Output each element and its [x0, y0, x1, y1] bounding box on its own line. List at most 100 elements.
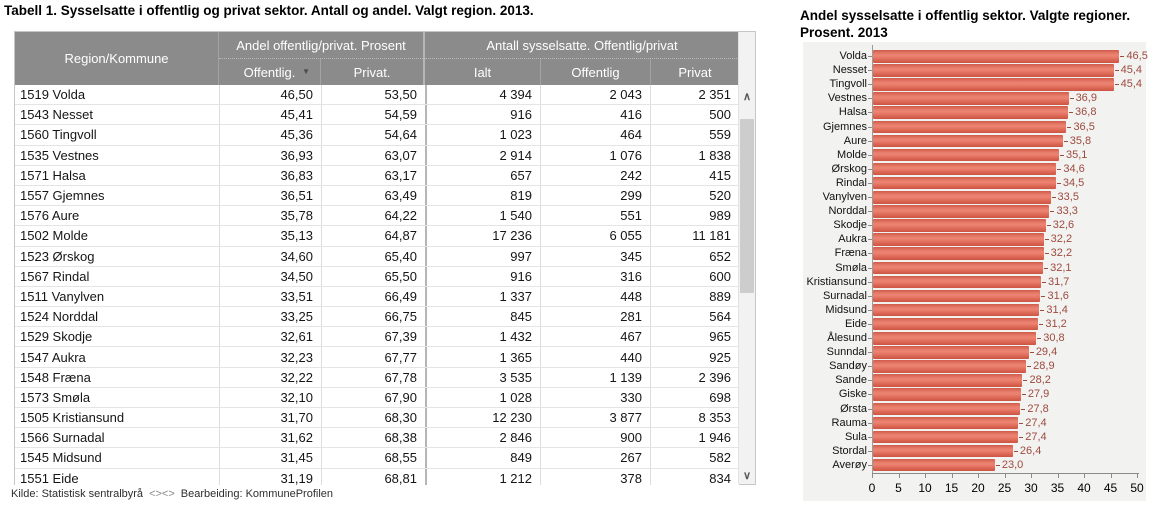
offentlig-cell: 1 139: [540, 367, 650, 387]
ialt-cell: 1 023: [425, 125, 540, 145]
privat-cell: 600: [650, 266, 739, 286]
value-tick: [1041, 295, 1046, 297]
chart-bar: [873, 416, 1019, 430]
andel-offentlig-cell: 35,78: [219, 206, 321, 226]
region-cell: 1557 Gjemnes: [20, 188, 105, 204]
x-axis-tick: [978, 474, 979, 478]
bar-category-label: Ørskog: [831, 162, 867, 175]
value-tick: [1120, 56, 1125, 57]
andel-privat-cell: 67,78: [321, 367, 425, 387]
offentlig-cell: 330: [540, 387, 650, 407]
andel-offentlig-cell: 46,50: [219, 85, 321, 105]
chart-bar: [873, 247, 1044, 260]
bar-value-label: 27,9: [1027, 388, 1050, 401]
bar-value-label: 33,3: [1056, 205, 1078, 218]
table-header: Region/Kommune Andel offentlig/privat. P…: [15, 32, 739, 85]
region-cell: 1511 Vanylven: [20, 288, 105, 304]
category-tick: [868, 168, 872, 170]
source-kilde: Kilde: Statistisk sentralbyrå: [11, 488, 144, 500]
table-row: 1573 Smøla 32,10 67,90 1 028 330 698: [15, 387, 739, 408]
region-cell: 1567 Rindal: [20, 268, 90, 284]
offentlig-cell: 551: [540, 206, 650, 226]
privat-cell: 889: [650, 286, 739, 307]
table-row: 1545 Midsund 31,45 68,55 849 267 582: [15, 448, 739, 469]
table-row: 1557 Gjemnes 36,51 63,49 819 299 520: [15, 185, 739, 207]
x-axis-tick: [1084, 474, 1085, 478]
privat-cell: 965: [650, 327, 739, 347]
x-axis-tick-label: 40: [1077, 481, 1091, 495]
scrollbar-thumb[interactable]: [740, 119, 754, 293]
value-tick: [1063, 140, 1068, 142]
ialt-cell: 845: [425, 307, 540, 327]
value-tick: [1037, 338, 1042, 339]
bar-value-label: 28,9: [1033, 360, 1055, 373]
y-axis-line: [872, 45, 873, 473]
value-tick: [1023, 380, 1028, 382]
region-cell: 1535 Vestnes: [20, 147, 99, 163]
x-axis-tick: [1004, 474, 1006, 478]
x-axis-line: [872, 473, 1139, 474]
x-axis-tick-label: 5: [895, 481, 902, 495]
bar-category-label: Sandøy: [829, 360, 867, 373]
bar-category-label: Aure: [843, 134, 867, 147]
x-axis-tick: [872, 474, 873, 478]
category-tick: [868, 225, 872, 227]
bar-value-label: 32,6: [1052, 219, 1075, 232]
privat-cell: 989: [650, 206, 739, 226]
category-tick: [868, 352, 872, 354]
bar-value-label: 34,5: [1062, 176, 1085, 189]
column-header-label: Offentlig.: [243, 64, 296, 80]
category-tick: [868, 380, 872, 382]
value-tick: [1051, 197, 1056, 198]
region-cell: 1545 Midsund: [20, 450, 102, 466]
offentlig-cell: 464: [540, 125, 650, 145]
bar-value-label: 31,7: [1048, 275, 1070, 288]
andel-privat-cell: 68,81: [321, 468, 425, 485]
chart-bar: [873, 444, 1013, 458]
table-row: 1524 Norddal 33,25 66,75 845 281 564: [15, 307, 739, 328]
offentlig-cell: 316: [540, 266, 650, 286]
source-separator: <><>: [149, 488, 175, 500]
bar-category-label: Volda: [839, 50, 867, 62]
bar-category-label: Rindal: [835, 176, 867, 189]
value-tick: [1013, 450, 1018, 452]
ialt-cell: 819: [425, 185, 540, 206]
bar-value-label: 26,4: [1019, 444, 1042, 457]
table-row: 1576 Aure 35,78 64,22 1 540 551 989: [15, 206, 739, 227]
table-row: 1502 Molde 35,13 64,87 17 236 6 055 11 181: [15, 226, 739, 247]
andel-privat-cell: 68,38: [321, 428, 425, 448]
table-row: 1535 Vestnes 36,93 63,07 2 914 1 076 1 838: [15, 145, 739, 166]
value-tick: [1069, 98, 1074, 100]
chart-bar: [873, 50, 1120, 63]
offentlig-cell: 448: [540, 286, 650, 307]
andel-privat-cell: 68,30: [321, 408, 425, 428]
column-header-privat: Privat: [650, 59, 739, 85]
vertical-scrollbar[interactable]: ∧ ∨: [738, 32, 755, 484]
ialt-cell: 849: [425, 448, 540, 468]
column-group-andel: Andel offentlig/privat. Prosent Offentli…: [219, 32, 425, 85]
value-tick: [995, 464, 1000, 466]
bar-value-label: 32,2: [1050, 233, 1073, 246]
andel-privat-cell: 54,64: [321, 125, 425, 145]
category-tick: [868, 126, 872, 128]
table-row: 1571 Halsa 36,83 63,17 657 242 415: [15, 165, 739, 186]
ialt-cell: 997: [425, 246, 540, 266]
privat-cell: 652: [650, 246, 739, 266]
andel-offentlig-cell: 31,70: [219, 408, 321, 428]
column-header-offentlig-prosent[interactable]: Offentlig. ▼: [219, 59, 320, 85]
value-tick: [1029, 352, 1034, 354]
chart-bar: [873, 191, 1051, 204]
andel-privat-cell: 64,87: [321, 226, 425, 246]
scroll-up-icon[interactable]: ∧: [739, 88, 755, 105]
value-tick: [1056, 182, 1061, 184]
source-bearbeiding: Bearbeiding: KommuneProfilen: [180, 488, 334, 500]
chart-bar: [873, 134, 1063, 148]
value-tick: [1027, 366, 1032, 368]
region-cell: 1543 Nesset: [20, 107, 93, 123]
chart-bar: [873, 303, 1040, 317]
sort-dropdown-icon[interactable]: ▼: [302, 67, 310, 76]
offentlig-cell: 467: [540, 327, 650, 347]
chart-bar: [873, 106, 1069, 119]
bar-value-label: 31,4: [1046, 303, 1068, 316]
scroll-down-icon[interactable]: ∨: [739, 467, 755, 484]
